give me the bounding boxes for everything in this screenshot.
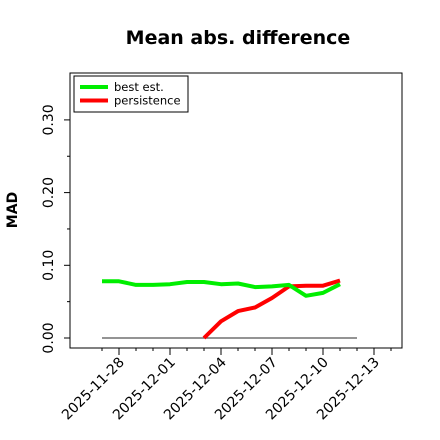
y-axis-label: MAD <box>5 192 21 228</box>
y-tick-label: 0.20 <box>41 177 57 208</box>
y-tick-label: 0.10 <box>41 250 57 281</box>
y-tick-label: 0.30 <box>41 104 57 135</box>
chart-title: Mean abs. difference <box>126 27 351 49</box>
legend-label: best est. <box>114 80 164 94</box>
legend-label: persistence <box>114 94 181 108</box>
plot-lines <box>102 278 357 340</box>
series-persistence <box>202 278 341 340</box>
legend: best est.persistence <box>73 75 189 113</box>
plot-frame <box>69 72 403 349</box>
x-axis: 2025-11-282025-12-012025-12-042025-12-07… <box>59 348 392 423</box>
series-best-est <box>102 279 341 298</box>
y-tick-label: 0.00 <box>41 322 57 353</box>
legend-box <box>73 75 189 113</box>
y-axis: 0.00 0.10 0.20 0.30 <box>41 104 70 354</box>
